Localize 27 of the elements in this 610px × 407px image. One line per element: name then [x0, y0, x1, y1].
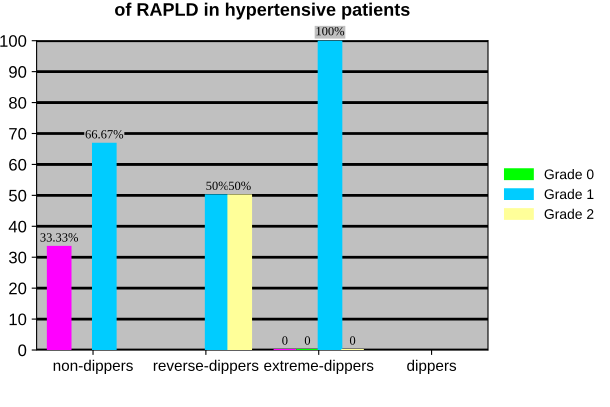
data-label: 0	[304, 336, 310, 345]
y-tick-label: 20	[9, 282, 26, 294]
y-tick-label: 50	[9, 190, 26, 202]
y-tick-label: 70	[9, 128, 26, 140]
y-tick-label: 100	[0, 35, 26, 47]
legend-label: Grade 0	[544, 168, 594, 180]
y-tick-label: 80	[9, 96, 26, 109]
legend-label: Grade 1	[544, 188, 594, 200]
data-label: 33.33%	[40, 233, 78, 242]
y-tick-label: 10	[10, 313, 26, 326]
x-tick-label: non-dippers	[54, 360, 133, 374]
data-label: 0	[350, 336, 356, 345]
x-tick-label: reverse-dippers	[154, 360, 258, 374]
y-tick-label: 0	[18, 344, 26, 356]
data-label: 50%	[229, 182, 251, 190]
data-label: 66.67%	[86, 130, 124, 139]
data-label: 0	[282, 336, 288, 345]
y-tick-label: 40	[8, 220, 26, 232]
y-tick-label: 60	[9, 158, 26, 171]
legend-label: Grade 2	[544, 208, 594, 219]
x-tick-label: extreme-dippers	[264, 360, 374, 374]
y-tick-label: 90	[9, 66, 26, 78]
data-label: 100%	[316, 26, 344, 36]
x-tick-label: dippers	[407, 360, 456, 374]
y-tick-label: 30	[8, 252, 26, 264]
data-label: 50%	[206, 182, 228, 190]
chart-title: of RAPLD in hypertensive patients	[115, 2, 410, 20]
